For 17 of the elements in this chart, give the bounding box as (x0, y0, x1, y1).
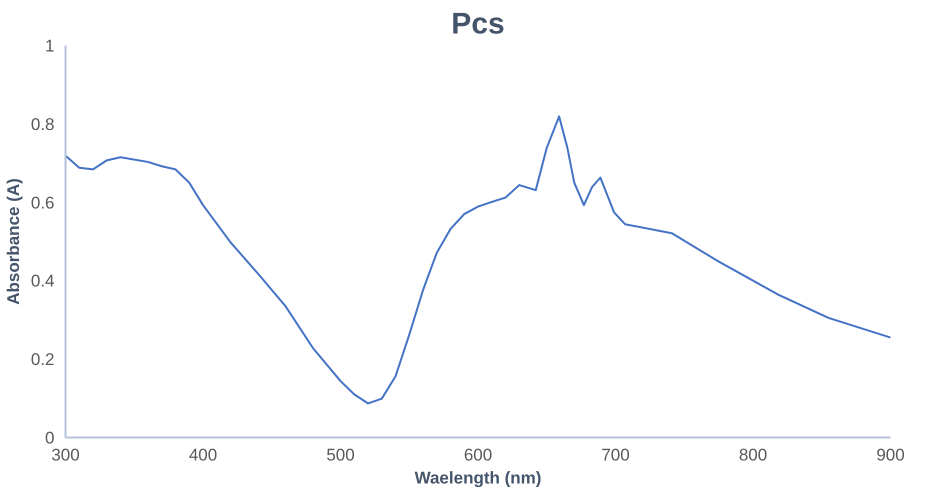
x-tick-label: 400 (188, 446, 218, 464)
x-tick-label: 300 (51, 446, 80, 464)
y-tick-label: 0.8 (30, 114, 55, 134)
x-tick-label: 600 (464, 446, 492, 464)
y-tick-label: 0 (45, 428, 55, 448)
y-axis-title: Absorbance (A) (4, 178, 23, 305)
line-series (66, 115, 890, 404)
x-axis-title: Waelength (nm) (414, 468, 542, 488)
y-tick-label: 0.2 (30, 350, 55, 370)
x-tick-label: 500 (326, 446, 355, 464)
x-tick-label: 800 (738, 446, 768, 464)
chart-title: Pcs (451, 8, 505, 40)
x-tick-label: 700 (601, 446, 630, 464)
y-tick-label: 0.4 (30, 272, 55, 291)
x-tick-label: 900 (876, 446, 905, 464)
y-tick-label: 1 (45, 36, 55, 56)
y-tick-label: 0.6 (30, 193, 55, 212)
